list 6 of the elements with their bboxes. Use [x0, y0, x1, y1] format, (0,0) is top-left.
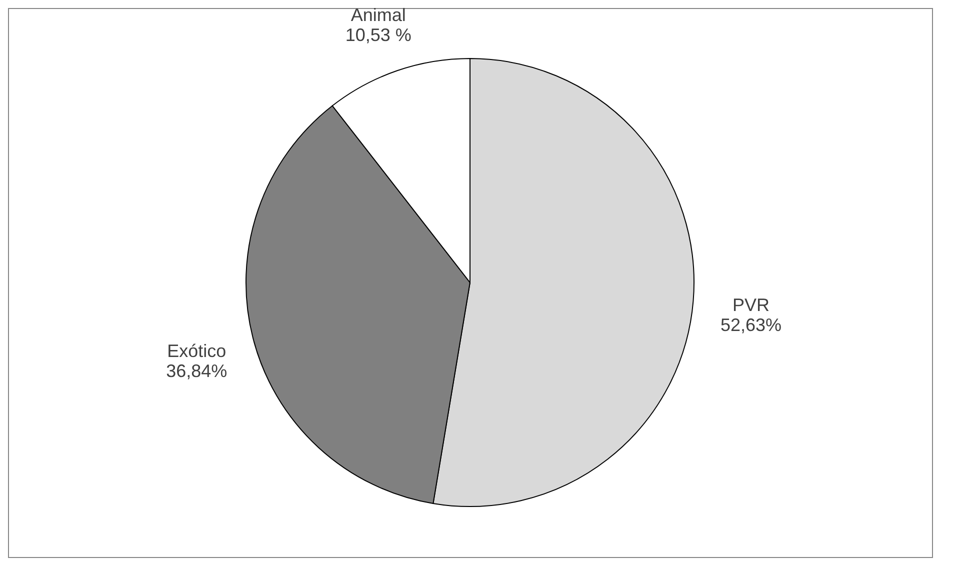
data-label: 36,84%: [166, 360, 228, 381]
data-label: 10,53 %: [345, 24, 412, 45]
slice-label: Exótico: [167, 340, 226, 361]
data-label: 52,63%: [720, 314, 782, 335]
slice-label: PVR: [732, 294, 770, 315]
slice-label: Animal: [350, 4, 406, 25]
